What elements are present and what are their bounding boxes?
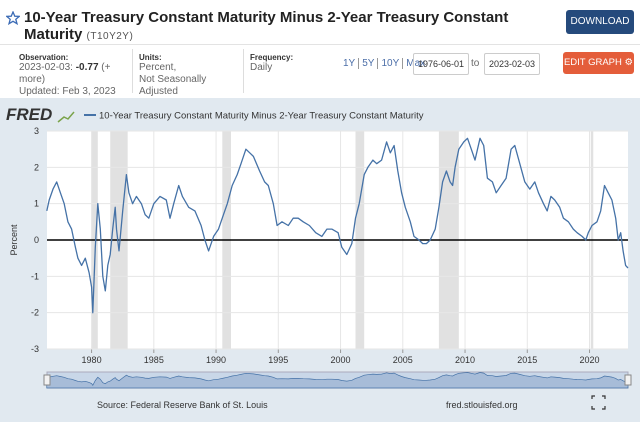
units-line: Percent, <box>139 62 177 73</box>
frequency-label: Frequency: <box>250 53 294 62</box>
series-line <box>46 137 629 314</box>
y-tick-label: -2 <box>31 308 39 318</box>
series-title: 10-Year Treasury Constant Maturity Minus… <box>24 9 544 45</box>
divider <box>0 44 640 45</box>
separator <box>132 49 133 93</box>
navigator-handle[interactable] <box>43 374 51 386</box>
x-tick-label: 1990 <box>206 355 226 365</box>
range-link[interactable]: 5Y <box>359 58 379 69</box>
observation-more[interactable]: (+ more) <box>19 62 111 85</box>
to-label: to <box>471 58 480 69</box>
y-tick-label: -1 <box>31 271 39 281</box>
range-link[interactable]: 1Y <box>340 58 360 69</box>
favorite-star[interactable] <box>6 11 20 25</box>
frequency: Frequency: Daily <box>250 53 293 74</box>
edit-graph-button[interactable]: EDIT GRAPH ⚙ <box>563 52 634 74</box>
download-button[interactable]: DOWNLOAD ⬇ <box>566 10 634 51</box>
footer-site[interactable]: fred.stlouisfed.org <box>446 400 518 410</box>
observation-date: 2023-02-03: <box>19 62 73 73</box>
x-tick-label: 1980 <box>82 355 102 365</box>
y-axis-label: Percent <box>9 224 19 256</box>
updated: Updated: Feb 3, 2023 <box>19 86 116 97</box>
observation-value: -0.77 <box>75 62 99 73</box>
y-tick-label: 3 <box>34 126 39 136</box>
y-tick-label: -3 <box>31 344 39 354</box>
x-tick-label: 1985 <box>144 355 164 365</box>
end-date-input[interactable]: 2023-02-03 <box>484 53 540 75</box>
navigator-handle[interactable] <box>624 374 632 386</box>
start-date-input[interactable]: 1976-06-01 <box>413 53 469 75</box>
legend-label: 10-Year Treasury Constant Maturity Minus… <box>99 111 424 122</box>
range-link[interactable]: 10Y <box>378 58 404 69</box>
chart: FRED 10-Year Treasury Constant Maturity … <box>0 98 640 422</box>
observation: Observation: 2023-02-03: -0.77 (+ more) … <box>19 53 131 98</box>
title-text: 10-Year Treasury Constant Maturity Minus… <box>24 9 509 43</box>
footer-source: Source: Federal Reserve Bank of St. Loui… <box>97 400 268 410</box>
y-tick-label: 1 <box>34 199 39 209</box>
series-id: (T10Y2Y) <box>86 31 134 42</box>
separator <box>243 49 244 93</box>
observation-label: Observation: <box>19 53 69 62</box>
y-tick-label: 0 <box>34 235 39 245</box>
download-text: DOWNLOAD <box>570 16 630 27</box>
x-tick-label: 2020 <box>580 355 600 365</box>
units-line: Not Seasonally Adjusted <box>139 74 207 97</box>
y-tick-label: 2 <box>34 162 39 172</box>
edit-text: EDIT GRAPH <box>563 57 622 68</box>
range-links: 1Y 5Y 10Y Max <box>340 57 425 70</box>
x-tick-label: 2000 <box>331 355 351 365</box>
logo-icon <box>57 111 75 123</box>
units-label: Units: <box>139 53 162 62</box>
frequency-value: Daily <box>250 62 273 73</box>
fullscreen-icon[interactable] <box>591 395 606 410</box>
units: Units: Percent, Not Seasonally Adjusted <box>139 53 244 98</box>
x-tick-label: 1995 <box>268 355 288 365</box>
x-tick-label: 2005 <box>393 355 413 365</box>
observation-line: 2023-02-03: -0.77 (+ more) <box>19 62 131 86</box>
x-tick-label: 2010 <box>455 355 475 365</box>
fred-logo: FRED <box>6 105 52 124</box>
navigator-area <box>46 372 629 389</box>
range-link[interactable]: Max <box>406 58 426 69</box>
x-tick-label: 2015 <box>517 355 537 365</box>
